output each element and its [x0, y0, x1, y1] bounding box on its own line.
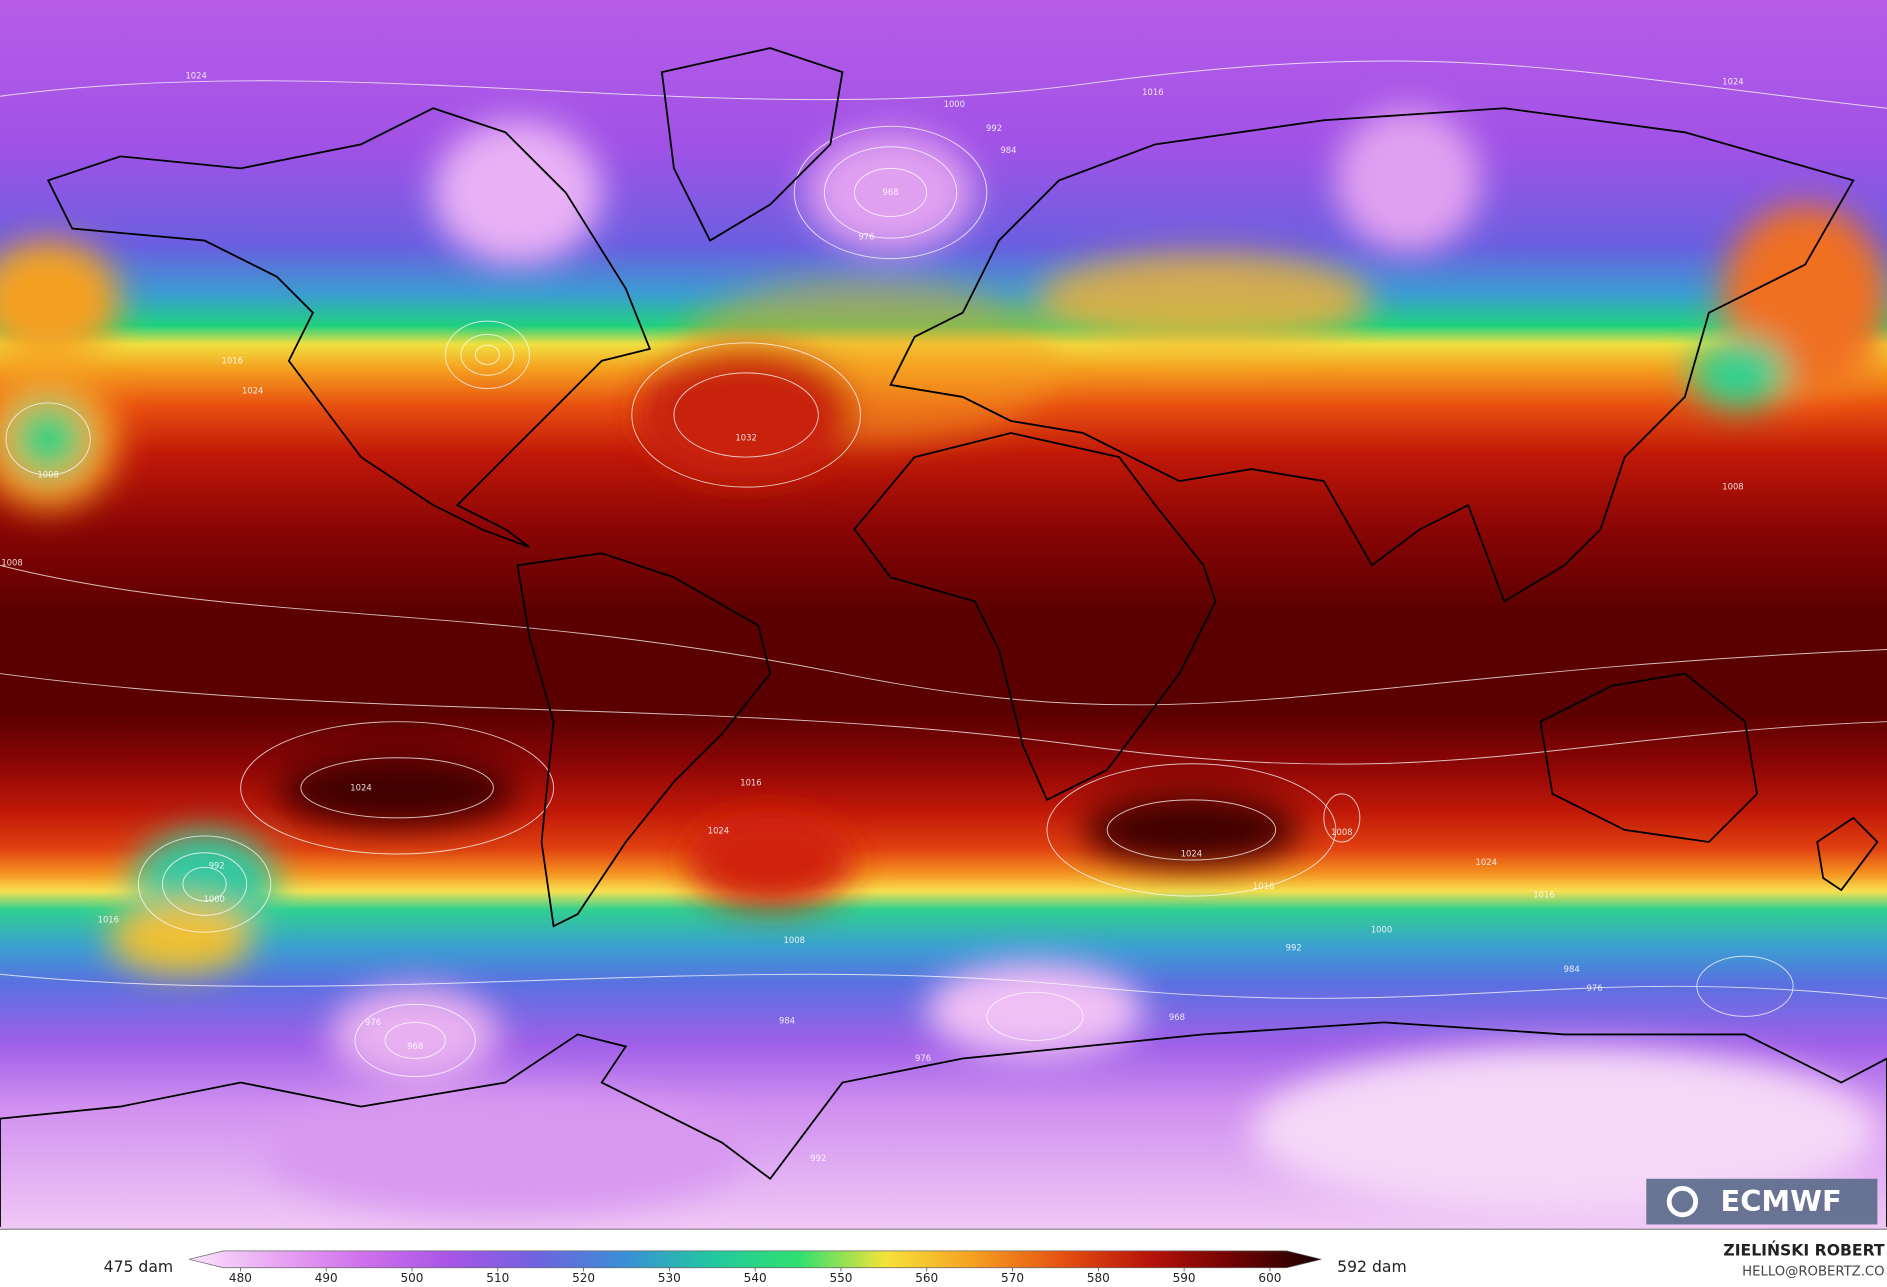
colorbar-tick-label: 600	[1258, 1271, 1281, 1285]
colorbar-tick-label: 550	[829, 1271, 852, 1285]
contour-label: 976	[1587, 983, 1603, 993]
contour-labels: 1032 1024 1024 1016 1024 1016 1008 1000 992 1016 9…	[1, 70, 1743, 1163]
contour-label: 1016	[98, 915, 119, 925]
colorbar-tick-label: 590	[1173, 1271, 1196, 1285]
colorbar-tick-label: 570	[1001, 1271, 1024, 1285]
contour-label: 1024	[1181, 848, 1202, 858]
contour-label: 1000	[204, 894, 225, 904]
colorbar-min-label: 475 dam	[104, 1257, 174, 1276]
colorbar: 480 490 500 510 520 530 540 550 560 570 580 590 600	[188, 1250, 1322, 1285]
colorbar-tick-label: 530	[658, 1271, 681, 1285]
coastlines	[0, 47, 1887, 1227]
colorbar-tick-label: 500	[401, 1271, 424, 1285]
contour-label: 1016	[222, 355, 243, 365]
contour-label: 1024	[242, 385, 263, 395]
contour-label: 1016	[740, 778, 761, 788]
colorbar-tick-label: 510	[486, 1271, 509, 1285]
colorbar-tick-label: 560	[915, 1271, 938, 1285]
contour-label: 1024	[1476, 857, 1497, 867]
contour-label: 1008	[784, 935, 805, 945]
contour-label: 1024	[1722, 76, 1743, 86]
field-features	[0, 108, 1887, 1215]
isobars	[0, 60, 1887, 1077]
contour-label: 1024	[708, 826, 729, 836]
contour-label: 1016	[1533, 889, 1554, 899]
credit-email: HELLO@ROBERTZ.CO	[1742, 1264, 1884, 1279]
contour-label: 1024	[185, 70, 206, 80]
contour-label: 968	[407, 1041, 423, 1051]
contour-label: 984	[1000, 145, 1016, 155]
colorbar-tick-label: 480	[229, 1271, 252, 1285]
colorbar-tick-label: 520	[572, 1271, 595, 1285]
contour-label: 1000	[944, 99, 965, 109]
contour-label: 992	[209, 861, 225, 871]
contour-label: 968	[883, 187, 899, 197]
colorbar-bar	[188, 1250, 1322, 1269]
contour-label: 976	[365, 1017, 381, 1027]
contour-label: 992	[986, 123, 1002, 133]
contour-label: 1008	[1331, 827, 1352, 837]
contour-label: 984	[1564, 964, 1580, 974]
contour-label: 1000	[1371, 924, 1392, 934]
contour-label: 1008	[1, 557, 22, 567]
colorbar-max-label: 592 dam	[1337, 1257, 1407, 1276]
contour-label: 1024	[350, 782, 371, 792]
contour-label: 976	[858, 231, 874, 241]
contour-label: 976	[915, 1053, 931, 1063]
contour-label: 1032	[735, 432, 756, 442]
contour-label: 1008	[1722, 482, 1743, 492]
contour-label: 992	[810, 1153, 826, 1163]
contour-label: 1008	[37, 470, 58, 480]
contour-label: 968	[1169, 1012, 1185, 1022]
contour-label: 1016	[1253, 881, 1274, 891]
contour-label: 984	[779, 1016, 795, 1026]
contour-label: 1016	[1142, 87, 1163, 97]
colorbar-tick-label: 490	[315, 1271, 338, 1285]
logo-text: ECMWF	[1720, 1184, 1841, 1218]
logo-icon	[1666, 1185, 1699, 1218]
map: 1032 1024 1024 1016 1024 1016 1008 1000 992 1016 9…	[0, 0, 1887, 1230]
credit-name: ZIELIŃSKI ROBERT	[1723, 1240, 1885, 1259]
contour-label: 992	[1286, 942, 1302, 952]
colorbar-tick-label: 540	[744, 1271, 767, 1285]
colorbar-tick-label: 580	[1087, 1271, 1110, 1285]
logo: ECMWF	[1646, 1178, 1878, 1225]
